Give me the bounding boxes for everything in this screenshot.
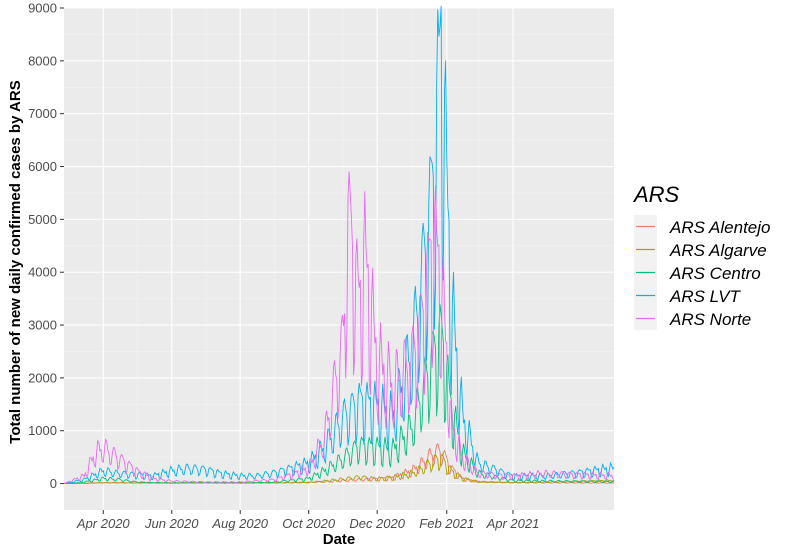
x-tick-label: Oct 2020 (282, 516, 336, 531)
legend-items: ARS Alentejo ARS Algarve ARS Centro ARS LVT… (634, 215, 770, 330)
y-axis-ticks: 0 1000 2000 3000 4000 5000 6000 7000 8000 9000 (28, 1, 64, 491)
x-axis-title: Date (323, 531, 356, 548)
x-tick-label: Feb 2021 (419, 516, 474, 531)
y-axis-title: Total number of new daily confirmed case… (7, 80, 24, 443)
x-axis-ticks: Apr 2020 Jun 2020 Aug 2020 Oct 2020 Dec 2020… (76, 510, 539, 531)
y-tick-label: 8000 (28, 53, 57, 68)
series-line-ars-lvt (63, 5, 615, 485)
x-tick-label: Apr 2021 (486, 516, 540, 531)
y-tick-label: 2000 (28, 370, 57, 385)
grid-lines (64, 7, 614, 510)
y-tick-label: 7000 (28, 106, 57, 121)
legend-title: ARS (632, 182, 680, 207)
legend-label: ARS Algarve (669, 241, 767, 260)
legend-label: ARS LVT (669, 287, 742, 306)
legend-label: ARS Norte (669, 310, 751, 329)
y-tick-label: 4000 (28, 265, 57, 280)
x-tick-label: Apr 2020 (76, 516, 131, 531)
y-tick-label: 5000 (28, 212, 57, 227)
legend-label: ARS Centro (669, 264, 761, 283)
series-line-ars-centro (63, 304, 615, 485)
legend-label: ARS Alentejo (669, 218, 770, 237)
series-line-ars-norte (63, 171, 615, 484)
y-tick-label: 6000 (28, 159, 57, 174)
y-tick-label: 0 (50, 476, 57, 491)
x-tick-label: Aug 2020 (211, 516, 268, 531)
x-tick-label: Dec 2020 (349, 516, 405, 531)
y-tick-label: 1000 (28, 423, 57, 438)
series-lines (63, 5, 615, 485)
y-tick-label: 9000 (28, 1, 57, 16)
x-tick-label: Jun 2020 (144, 516, 199, 531)
y-tick-label: 3000 (28, 318, 57, 333)
